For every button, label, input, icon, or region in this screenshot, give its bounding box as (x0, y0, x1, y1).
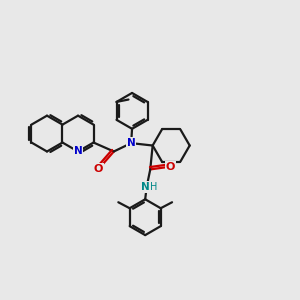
Text: N: N (74, 146, 82, 157)
Text: H: H (150, 182, 157, 192)
Text: N: N (127, 138, 136, 148)
Text: N: N (141, 182, 150, 192)
Text: O: O (166, 162, 175, 172)
Text: O: O (93, 164, 103, 174)
